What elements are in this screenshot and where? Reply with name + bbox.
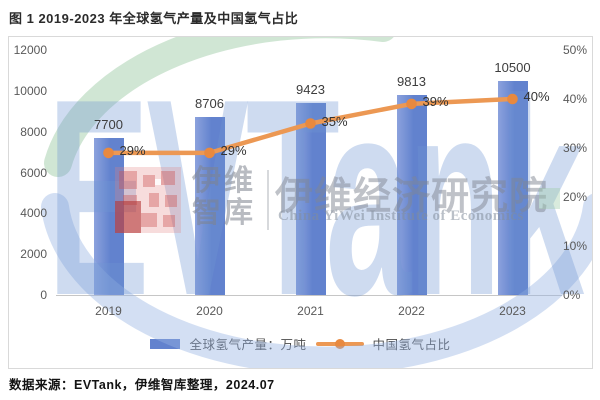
- y-axis-tick-right: 40%: [563, 92, 588, 106]
- y-axis-tick-left: 10000: [13, 83, 47, 98]
- data-point-marker: [204, 147, 215, 159]
- x-axis-label: 2021: [297, 304, 324, 318]
- bar-value-label: 7700: [94, 117, 123, 132]
- chart-title: 图 1 2019-2023 年全球氢气产量及中国氢气占比: [9, 11, 299, 26]
- x-axis-line: [56, 295, 562, 296]
- y-axis-tick-left: 8000: [20, 124, 47, 139]
- bar-2023: [497, 81, 528, 295]
- y-axis-tick-right: 10%: [563, 239, 588, 253]
- bar-value-label: 9423: [296, 82, 325, 97]
- legend-line-label: 中国氢气占比: [372, 338, 451, 352]
- y-axis-tick-left: 0: [40, 288, 47, 302]
- data-point-marker: [406, 98, 417, 110]
- chart-frame: EVTank 伊维 智库 伊维经济研究院 China YiWei Institu…: [8, 36, 593, 369]
- trend-line-layer: [103, 93, 518, 159]
- y-axis-tick-left: 4000: [20, 206, 47, 221]
- data-point-marker: [103, 147, 114, 159]
- line-value-label: 39%: [422, 93, 449, 109]
- x-axis-label: 2020: [196, 304, 223, 318]
- bar-2021: [295, 103, 326, 295]
- bar-2022: [396, 95, 427, 295]
- y-axis-tick-left: 12000: [13, 43, 47, 57]
- y-axis-tick-right: 30%: [563, 141, 588, 155]
- legend-line-dot: [334, 338, 345, 349]
- legend-bar-label: 全球氢气产量：万吨: [189, 338, 307, 352]
- x-axis-label: 2019: [95, 304, 122, 318]
- y-axis-tick-right: 50%: [563, 43, 588, 57]
- data-point-marker: [305, 118, 316, 129]
- x-axis-label: 2023: [499, 304, 526, 318]
- data-point-marker: [507, 93, 518, 105]
- legend-bar-swatch: [150, 338, 181, 349]
- legend-line-swatch: [315, 338, 364, 349]
- plot-area: 0 2000 4000 6000 8000 10000 12000 0% 10% 20% 30% 40…: [9, 37, 592, 368]
- y-axis-tick-left: 2000: [20, 247, 47, 262]
- line-value-label: 35%: [321, 113, 348, 129]
- y-axis-tick-right: 20%: [563, 190, 588, 204]
- bars-layer: [9, 37, 592, 368]
- data-source-note: 数据来源：EVTank，伊维智库整理，2024.07: [9, 378, 275, 392]
- x-axis-label: 2022: [398, 304, 425, 318]
- y-axis-tick-left: 6000: [20, 165, 47, 180]
- bar-2020: [194, 117, 225, 295]
- legend: 全球氢气产量：万吨 中国氢气占比: [9, 334, 592, 353]
- line-value-label: 29%: [220, 142, 247, 158]
- line-value-label: 40%: [523, 89, 550, 104]
- bar-value-label: 9813: [397, 74, 426, 89]
- bar-value-label: 10500: [494, 60, 531, 75]
- line-value-label: 29%: [119, 142, 146, 158]
- bar-value-label: 8706: [195, 96, 224, 111]
- y-axis-tick-right: 0%: [563, 288, 581, 302]
